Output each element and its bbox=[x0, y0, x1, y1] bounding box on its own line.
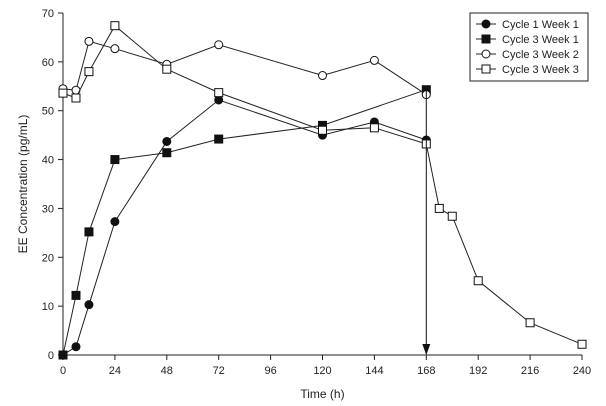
data-point bbox=[369, 55, 379, 65]
legend-label: Cycle 3 Week 3 bbox=[502, 64, 579, 76]
data-point bbox=[71, 290, 81, 300]
x-tick-label: 216 bbox=[521, 365, 539, 377]
data-point bbox=[318, 71, 327, 81]
series-3 bbox=[58, 36, 431, 100]
annotation-layer bbox=[422, 89, 431, 355]
y-tick-label: 30 bbox=[42, 203, 54, 215]
data-point bbox=[447, 211, 457, 221]
series-4 bbox=[58, 21, 587, 349]
x-tick-label: 96 bbox=[264, 365, 276, 377]
data-point bbox=[577, 339, 587, 349]
x-tick-label: 144 bbox=[365, 365, 383, 377]
x-tick-label: 48 bbox=[161, 365, 173, 377]
series-line bbox=[62, 24, 583, 345]
data-point bbox=[214, 40, 224, 50]
legend-marker bbox=[481, 34, 491, 44]
data-point bbox=[214, 95, 224, 105]
data-point bbox=[110, 44, 120, 54]
x-tick-label: 168 bbox=[417, 365, 435, 377]
y-tick-label: 10 bbox=[42, 301, 54, 313]
data-point bbox=[525, 318, 535, 328]
data-point bbox=[110, 21, 120, 31]
data-point bbox=[369, 123, 379, 133]
x-tick-label: 72 bbox=[213, 365, 225, 377]
x-tick-label: 120 bbox=[313, 365, 331, 377]
y-tick-label: 40 bbox=[42, 155, 54, 167]
data-point bbox=[473, 276, 483, 286]
series-line bbox=[62, 99, 427, 356]
y-tick-label: 70 bbox=[42, 8, 54, 20]
data-point bbox=[84, 300, 94, 310]
legend-label: Cycle 3 Week 1 bbox=[502, 34, 579, 46]
x-tick-label: 192 bbox=[469, 365, 487, 377]
legend-label: Cycle 3 Week 2 bbox=[502, 49, 579, 61]
data-point bbox=[71, 342, 81, 352]
data-point bbox=[318, 125, 327, 135]
data-point bbox=[84, 67, 94, 77]
data-point bbox=[162, 148, 172, 158]
data-point bbox=[162, 64, 172, 74]
series-2 bbox=[58, 85, 431, 360]
y-tick-label: 60 bbox=[42, 57, 54, 69]
legend-marker bbox=[481, 64, 491, 74]
data-point bbox=[84, 36, 94, 46]
y-tick-label: 0 bbox=[48, 350, 54, 362]
y-tick-label: 50 bbox=[42, 106, 54, 118]
x-axis-label: Time (h) bbox=[300, 387, 344, 401]
x-tick-label: 0 bbox=[60, 365, 66, 377]
data-point bbox=[214, 88, 224, 98]
data-point bbox=[84, 227, 94, 237]
data-point bbox=[58, 350, 68, 360]
legend-marker bbox=[481, 19, 491, 29]
x-tick-label: 240 bbox=[573, 365, 591, 377]
legend-label: Cycle 1 Week 1 bbox=[502, 19, 579, 31]
data-point bbox=[110, 155, 120, 165]
data-point bbox=[162, 136, 172, 146]
y-tick-label: 20 bbox=[42, 252, 54, 264]
x-tick-label: 24 bbox=[109, 365, 121, 377]
data-point bbox=[434, 203, 444, 213]
arrow-head bbox=[422, 344, 431, 355]
legend: Cycle 1 Week 1 Cycle 3 Week 1 Cycle 3 Week… bbox=[469, 12, 589, 82]
data-point bbox=[214, 134, 224, 144]
series-line bbox=[62, 89, 427, 356]
y-axis-label: EE Concentration (pg/mL) bbox=[16, 115, 30, 254]
data-point bbox=[110, 217, 120, 227]
axes: 0 10 20 30 40 50 60 70 0 24 48 72 96 120 144 168 192 216 2… bbox=[16, 8, 591, 401]
legend-marker bbox=[481, 49, 491, 59]
data-point bbox=[71, 93, 81, 103]
data-point bbox=[58, 88, 68, 98]
